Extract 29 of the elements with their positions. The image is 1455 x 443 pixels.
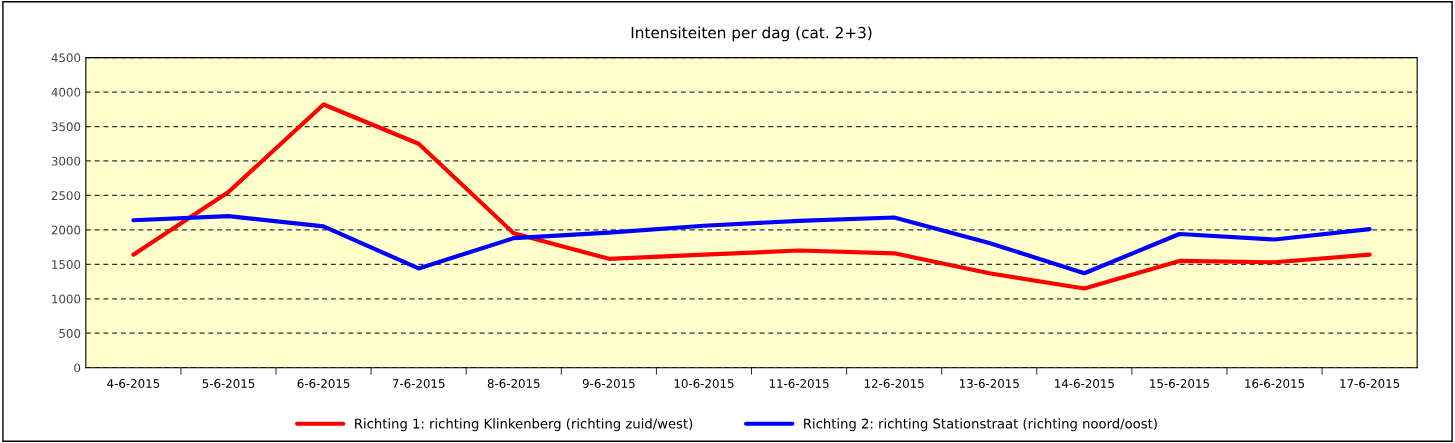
y-tick-label: 1000 <box>52 294 81 304</box>
x-tick-label: 16-6-2015 <box>1245 379 1305 388</box>
x-tick-label: 8-6-2015 <box>487 379 540 388</box>
y-tick-label: 2000 <box>51 225 81 235</box>
y-tick-label: 500 <box>59 328 81 338</box>
y-tick-label: 4000 <box>51 87 81 97</box>
x-tick-label: 7-6-2015 <box>392 379 445 388</box>
x-tick-label: 11-6-2015 <box>769 379 829 388</box>
y-tick-label: 3500 <box>51 122 81 132</box>
line-series <box>131 102 1372 291</box>
x-tick-label: 6-6-2015 <box>297 379 350 388</box>
y-tick-label: 4500 <box>51 53 81 63</box>
x-tick-label: 5-6-2015 <box>202 379 255 388</box>
x-tick-label: 10-6-2015 <box>674 379 734 388</box>
x-tick-label: 15-6-2015 <box>1150 379 1209 388</box>
chart-title: Intensiteiten per dag (cat. 2+3) <box>631 26 872 42</box>
x-tick-label: 4-6-2015 <box>107 379 160 388</box>
y-tick-label: 2500 <box>51 191 81 201</box>
x-tick-label: 9-6-2015 <box>582 379 635 388</box>
x-tick-label: 17-6-2015 <box>1340 379 1400 388</box>
line-series <box>131 214 1372 276</box>
x-tick-label: 13-6-2015 <box>959 379 1019 388</box>
y-tick-label: 1500 <box>52 260 81 269</box>
y-tick-label: 3000 <box>51 156 81 166</box>
legend-label: Richting 1: richting Klinkenberg (richting zuid/west) <box>355 418 693 432</box>
y-tick-label: 0 <box>74 363 81 373</box>
legend-label: Richting 2: richting Stationstraat (richting noord/oost) <box>804 418 1157 432</box>
x-tick-label: 12-6-2015 <box>864 379 924 388</box>
x-tick-label: 14-6-2015 <box>1055 379 1114 388</box>
